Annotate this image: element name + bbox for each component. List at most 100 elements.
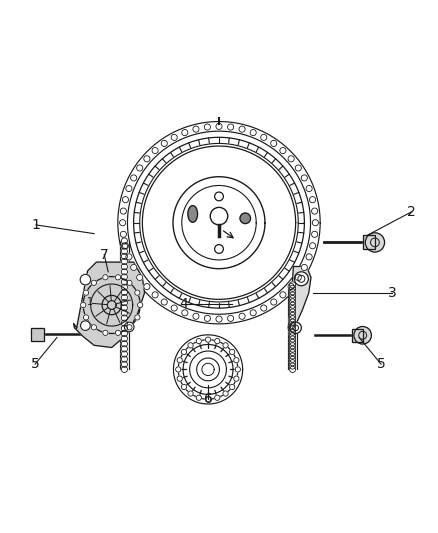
Circle shape (152, 148, 158, 154)
Circle shape (193, 313, 199, 319)
Circle shape (126, 185, 132, 191)
Circle shape (80, 274, 91, 285)
Circle shape (290, 346, 296, 352)
Circle shape (301, 175, 307, 181)
Circle shape (239, 126, 245, 132)
Circle shape (228, 316, 234, 321)
Circle shape (91, 280, 96, 285)
Circle shape (144, 284, 150, 289)
Circle shape (239, 313, 245, 319)
Circle shape (250, 310, 256, 316)
Circle shape (121, 366, 127, 373)
Circle shape (103, 330, 108, 335)
Circle shape (290, 350, 296, 356)
Circle shape (121, 269, 127, 275)
Circle shape (290, 316, 296, 322)
Circle shape (121, 300, 127, 306)
Circle shape (271, 140, 277, 147)
Circle shape (177, 358, 182, 363)
Circle shape (121, 279, 127, 285)
Circle shape (215, 338, 220, 344)
Circle shape (181, 384, 187, 390)
Polygon shape (288, 266, 311, 336)
Circle shape (295, 165, 301, 171)
Bar (352, 329, 363, 342)
Circle shape (215, 192, 223, 201)
Circle shape (261, 134, 267, 140)
Circle shape (290, 336, 296, 342)
Circle shape (188, 343, 193, 348)
Circle shape (121, 238, 127, 244)
Circle shape (121, 284, 127, 290)
Circle shape (124, 322, 134, 332)
Circle shape (290, 302, 296, 308)
Circle shape (121, 356, 127, 362)
Circle shape (161, 299, 167, 305)
Circle shape (127, 280, 132, 285)
Ellipse shape (188, 206, 198, 222)
Bar (363, 236, 375, 249)
Circle shape (103, 274, 108, 280)
Circle shape (126, 254, 132, 260)
Circle shape (137, 274, 143, 280)
Circle shape (120, 220, 126, 226)
Text: 1: 1 (32, 218, 40, 232)
Circle shape (131, 264, 137, 271)
Circle shape (290, 363, 296, 369)
Circle shape (234, 376, 239, 381)
Circle shape (210, 207, 228, 225)
Circle shape (161, 140, 167, 147)
Circle shape (135, 290, 140, 295)
Circle shape (120, 231, 127, 237)
Circle shape (188, 391, 193, 396)
Circle shape (288, 156, 294, 162)
Circle shape (290, 299, 296, 305)
Circle shape (365, 233, 385, 252)
Circle shape (121, 325, 127, 332)
Circle shape (204, 316, 210, 321)
Circle shape (235, 367, 240, 372)
Circle shape (121, 259, 127, 264)
Circle shape (290, 319, 296, 325)
Bar (31, 328, 44, 341)
Circle shape (290, 360, 296, 366)
Circle shape (312, 220, 318, 226)
Circle shape (230, 384, 235, 390)
Circle shape (310, 243, 316, 249)
Circle shape (310, 197, 316, 203)
Circle shape (121, 315, 127, 321)
Text: 7: 7 (100, 248, 109, 262)
Circle shape (205, 337, 211, 342)
Circle shape (290, 353, 296, 359)
Circle shape (122, 243, 128, 249)
Circle shape (196, 395, 201, 400)
Circle shape (171, 134, 177, 140)
Circle shape (177, 376, 182, 381)
Circle shape (115, 330, 120, 335)
Circle shape (295, 274, 301, 280)
Circle shape (271, 299, 277, 305)
Circle shape (290, 322, 301, 334)
Polygon shape (74, 262, 145, 348)
Circle shape (204, 124, 210, 130)
Circle shape (121, 351, 127, 357)
Circle shape (234, 358, 239, 363)
Circle shape (121, 310, 127, 316)
Circle shape (182, 310, 188, 316)
Circle shape (121, 336, 127, 342)
Circle shape (205, 397, 211, 402)
Circle shape (306, 185, 312, 191)
Circle shape (115, 274, 120, 280)
Circle shape (81, 321, 90, 330)
Circle shape (121, 305, 127, 311)
Circle shape (83, 290, 88, 295)
Circle shape (121, 320, 127, 326)
Text: 5: 5 (31, 357, 39, 371)
Circle shape (290, 333, 296, 338)
Circle shape (121, 243, 127, 249)
Circle shape (230, 349, 235, 354)
Circle shape (152, 292, 158, 298)
Circle shape (135, 315, 140, 320)
Circle shape (290, 343, 296, 349)
Circle shape (290, 312, 296, 318)
